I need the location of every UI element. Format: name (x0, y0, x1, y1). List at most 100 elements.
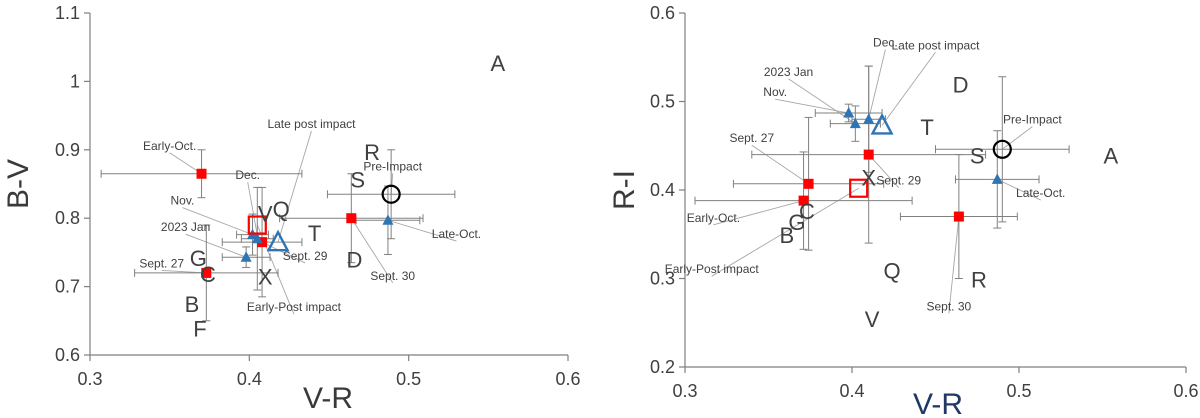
blue-triangle-point (240, 251, 252, 262)
annotation-label: Late post impact (891, 38, 980, 52)
open-circle-point (381, 184, 401, 204)
red-square-point (863, 149, 874, 160)
annotation-label: Dec. (873, 36, 898, 50)
x-tick-label: 0.6 (1173, 381, 1198, 401)
x-axis-title: V-R (913, 388, 963, 418)
annotation-leader-line (881, 52, 936, 126)
y-tick-label: 0.6 (55, 345, 80, 365)
annotation-label: Late post impact (267, 117, 356, 131)
class-label-v: V (865, 307, 880, 332)
y-tick-label: 0.5 (650, 92, 675, 112)
y-tick-label: 0.7 (55, 277, 80, 297)
open-square-point (849, 178, 869, 198)
annotation-label: Early-Oct. (687, 211, 740, 225)
annotation-leader-line (261, 241, 306, 264)
x-tick-label: 0.6 (555, 369, 580, 389)
class-label-t: T (308, 221, 321, 246)
annotation-label: Dec. (235, 168, 260, 182)
class-label-s: S (350, 167, 365, 192)
class-label-d: D (347, 247, 363, 272)
annotation-leader-line (868, 49, 886, 120)
y-tick-label: 0.6 (650, 3, 675, 23)
class-label-c: C (200, 262, 216, 287)
class-label-q: Q (273, 197, 290, 222)
ri-vs-vr-panel: 0.2 0.3 0.4 0.5 0.6 0.3 0.4 0.5 0.6 V-R R-I DT S A X CG… (608, 3, 1199, 418)
annotation-leader-line (751, 144, 809, 185)
x-tick-label: 0.3 (77, 369, 102, 389)
annotation-label: Early-Post impact (665, 262, 760, 276)
annotation-leader-line (997, 178, 1041, 201)
x-tick-label: 0.5 (1006, 381, 1031, 401)
annotation-label: Sept. 27 (139, 256, 184, 270)
annotation-leader-line (1002, 126, 1033, 150)
x-tick-label: 0.5 (396, 369, 421, 389)
y-tick-label: 1.1 (55, 3, 80, 23)
red-square-point (798, 195, 809, 206)
annotation-leader-line (277, 130, 312, 243)
class-label-g: G (788, 210, 805, 235)
x-tick-label: 0.3 (672, 381, 697, 401)
annotation-label: Nov. (171, 194, 195, 208)
blue-triangle-point (843, 107, 855, 118)
annotation-leader-line (775, 98, 849, 114)
red-square-point (196, 168, 207, 179)
blue-triangle-point (382, 214, 394, 225)
red-square-point (953, 211, 964, 222)
class-label-a: A (1104, 143, 1119, 168)
red-square-point (201, 267, 212, 278)
annotation-leader-line (247, 182, 258, 236)
blue-triangle-point (251, 232, 263, 244)
y-axis-title: B-V (2, 159, 35, 209)
annotation-label: Pre-Impact (1003, 113, 1062, 127)
annotation-leader-line (182, 207, 253, 236)
y-tick-label: 0.3 (650, 269, 675, 289)
class-label-s: S (970, 143, 985, 168)
class-label-c: C (799, 199, 815, 224)
annotation-label: Sept. 30 (927, 299, 972, 313)
x-axis-title: V-R (303, 382, 353, 415)
x-tick-label: 0.4 (839, 381, 864, 401)
class-label-x: X (861, 166, 876, 191)
class-label-r: R (364, 140, 380, 165)
y-tick-label: 0.9 (55, 140, 80, 160)
annotation-leader-line (711, 187, 859, 277)
y-axis-title: R-I (608, 170, 641, 210)
blue-triangle-point (991, 173, 1003, 184)
blue-triangle-point (863, 113, 875, 124)
class-label-d: D (953, 73, 969, 98)
bv-vs-vr-panel: 0.6 0.7 0.8 0.9 1 1.1 0.3 0.4 0.5 0.6 V-R B-V A RS V QT… (2, 3, 581, 415)
open-circle-point (992, 139, 1012, 159)
blue-triangle-point (849, 117, 861, 129)
annotation-label: Sept. 29 (283, 249, 328, 263)
class-label-x: X (258, 265, 273, 290)
x-tick-label: 0.4 (237, 369, 262, 389)
annotation-label: Nov. (763, 85, 787, 99)
annotation-label: Early-Oct. (143, 139, 196, 153)
class-label-v: V (258, 202, 273, 227)
annotation-leader-line (350, 217, 394, 284)
annotation-leader-line (169, 152, 202, 175)
annotation-label: Early-Post impact (247, 300, 342, 314)
y-tick-label: 1 (70, 71, 80, 91)
open-triangle-point (870, 112, 894, 135)
class-label-f: F (193, 317, 206, 342)
annotation-label: Pre-Impact (363, 159, 422, 173)
red-square-point (803, 178, 814, 189)
annotation-leader-line (387, 219, 457, 242)
annotation-label: Sept. 30 (370, 269, 415, 283)
y-tick-label: 0.2 (650, 357, 675, 377)
annotation-label: Sept. 29 (876, 174, 921, 188)
class-label-a: A (491, 51, 506, 76)
annotation-label: Sept. 27 (729, 131, 774, 145)
open-triangle-point (266, 229, 290, 252)
annotation-label: 2023 Jan (764, 65, 813, 79)
y-tick-label: 0.4 (650, 180, 675, 200)
class-label-t: T (920, 115, 933, 140)
annotation-leader-line (948, 216, 960, 314)
open-square-point (247, 215, 267, 235)
red-square-point (346, 213, 357, 224)
annotation-label: Late-Oct. (432, 227, 481, 241)
class-label-b: B (185, 292, 200, 317)
annotation-label: Late-Oct. (1016, 186, 1065, 200)
